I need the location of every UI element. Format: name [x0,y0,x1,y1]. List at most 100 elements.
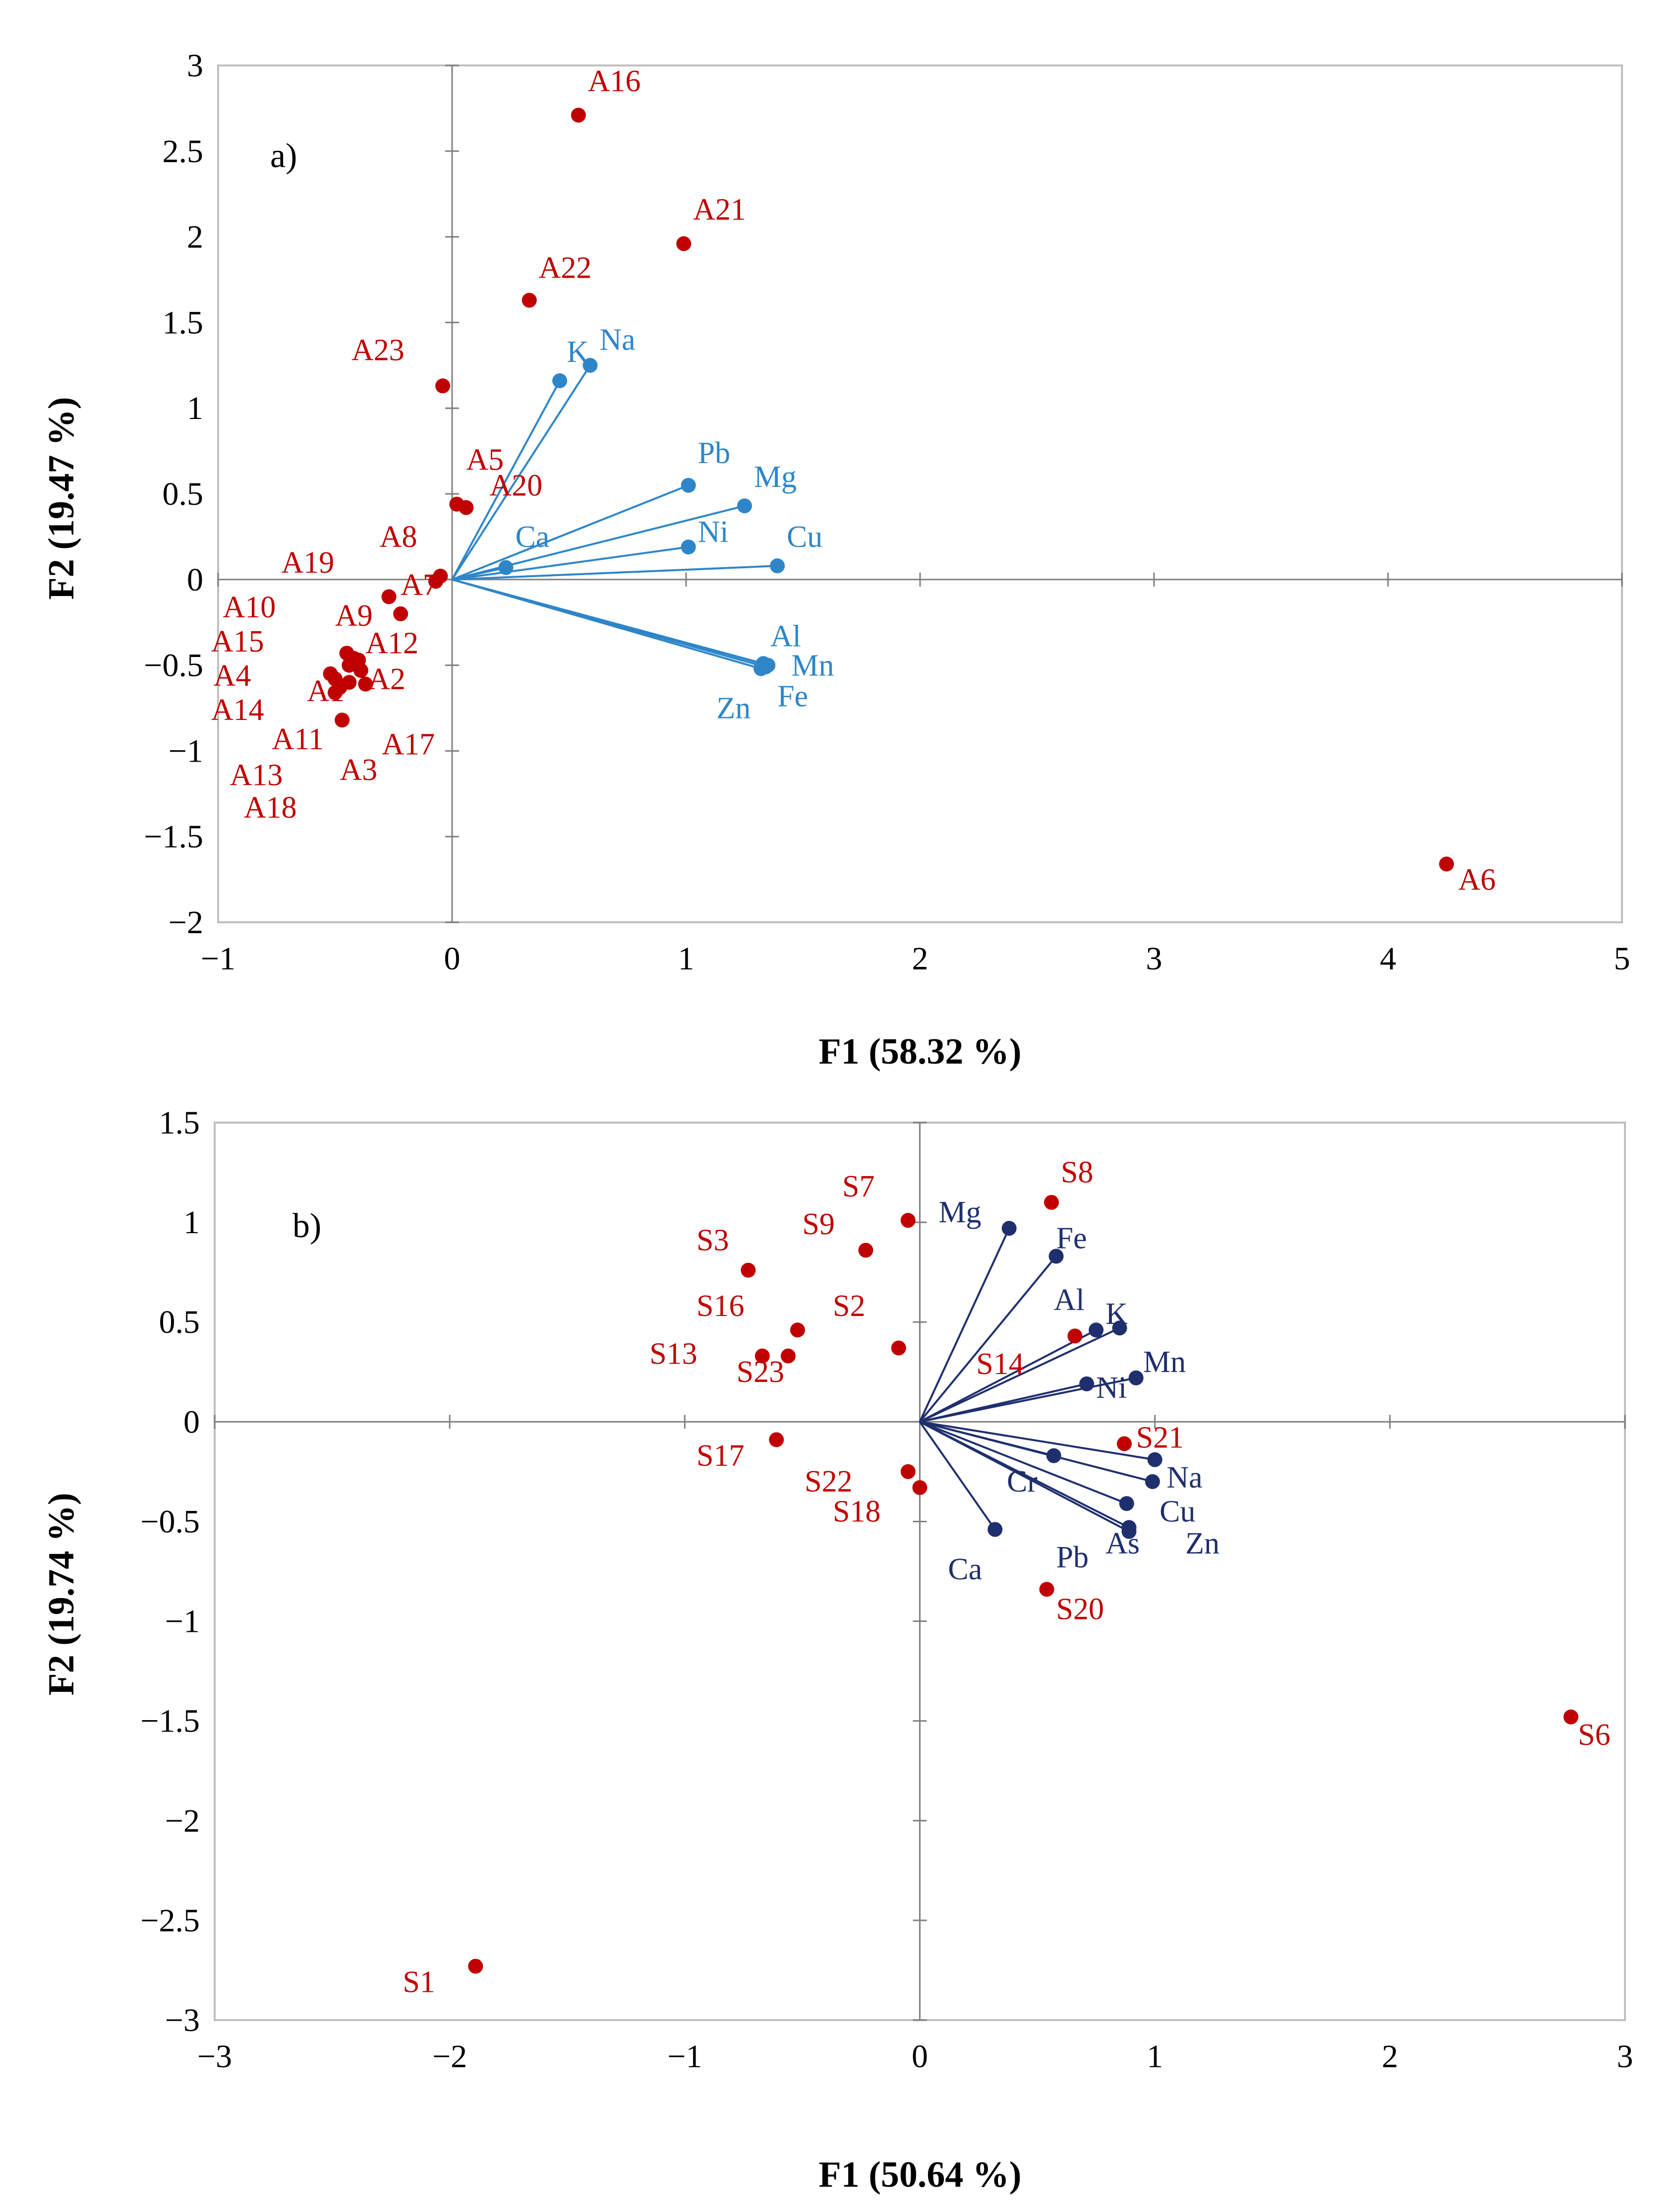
panel-b-variable-label-zn: Zn [1185,1527,1219,1560]
panel-a-point-a11 [346,651,361,666]
panel-b-point-s22 [900,1464,916,1479]
panel-a-plot-frame [217,64,1623,923]
panel-b-point-s23 [780,1348,796,1364]
panel-b-x-tick-label: −2 [432,2038,467,2075]
panel-a-point-label-a16: A16 [588,64,641,98]
panel-b-x-tick-label: 3 [1617,2038,1633,2075]
panel-a-point-label-a7: A7 [401,568,438,602]
panel-b-point-label-s18: S18 [833,1494,880,1528]
panel-b-variable-label-na: Na [1166,1461,1202,1494]
panel-b-vector-tip-ni [1079,1376,1095,1391]
panel-a-variable-label-ni: Ni [698,515,729,549]
panel-a-y-tick-label: −2 [169,904,203,941]
panel-a-point-label-a15: A15 [211,625,264,658]
panel-a-y-tick-label: 1.5 [163,304,204,341]
panel-a-vector-tip-k [552,373,568,388]
panel-a-x-tick-label: 1 [678,941,695,977]
panel-a-variable-label-zn: Zn [716,692,751,725]
panel-b-vector-cu [919,1421,1127,1505]
panel-b-variable-label-mn: Mn [1143,1345,1186,1379]
panel-b-vector-ni [920,1382,1087,1423]
panel-b-vector-zn [920,1421,1153,1483]
panel-a-point-a16 [571,108,586,123]
panel-a-variable-label-na: Na [599,323,635,357]
panel-a-x-tick-label: 0 [444,941,461,977]
panel-a-vector-tip-mg [737,498,752,514]
panel-b-y-tick-label: −0.5 [140,1503,200,1540]
panel-b-vector-tip-ca [987,1522,1003,1537]
panel-b-point-s7 [900,1213,916,1228]
panel-b-vector-tip-pb [1121,1520,1137,1535]
panel-a-label: a) [270,137,297,175]
panel-b-vector-na [920,1421,1155,1461]
panel-a-y-tick-label: 0 [187,562,203,598]
panel-a-y-axis-title: F2 (19.47 %) [41,397,82,600]
panel-b-point-label-s23: S23 [737,1355,784,1389]
panel-a-point-label-a6: A6 [1458,863,1496,896]
panel-a-point-label-a12: A12 [365,626,418,660]
panel-b-x-tick-label: −3 [197,2038,232,2075]
panel-b-x-tick-label: 1 [1147,2038,1163,2075]
panel-a-point-label-a9: A9 [335,599,373,633]
panel-b-point-label-s6: S6 [1578,1718,1610,1752]
panel-b-point-s1 [468,1959,483,1974]
panel-a-x-tick-label: 2 [912,941,928,977]
panel-b-vector-tip-zn [1145,1474,1160,1489]
panel-a-point-a20 [459,500,474,515]
panel-b-point-label-s21: S21 [1136,1421,1184,1455]
panel-b-point-label-s2: S2 [833,1289,865,1323]
panel-a-y-tick-label: 0.5 [163,476,204,512]
panel-a-variable-label-fe: Fe [777,680,808,714]
panel-b-variable-label-cu: Cu [1159,1494,1195,1528]
panel-b-vector-ca [919,1421,996,1530]
panel-a-point-label-a11: A11 [272,722,324,756]
panel-b-variable-label-ca: Ca [948,1553,982,1586]
panel-a-point-a2 [358,676,373,692]
panel-a-point-a23 [435,378,451,394]
panel-a-vector-na [451,364,591,580]
panel-a-y-tick-label: 3 [187,48,203,84]
panel-a-vector-tip-fe [758,659,773,675]
panel-a-vector-tip-pb [681,478,696,493]
panel-a-point-label-a20: A20 [490,469,543,502]
panel-b-point-label-s13: S13 [649,1337,697,1371]
panel-a-y-tick-label: 2.5 [163,133,204,170]
panel-a-point-a17 [353,662,368,678]
panel-b-vector-fe [919,1255,1057,1423]
panel-a-point-a18 [328,685,343,700]
panel-b-x-tick-label: 0 [912,2038,928,2075]
panel-a-vector-k [451,380,561,580]
panel-a-point-a7 [381,589,397,604]
panel-a-point-label-a22: A22 [539,251,592,285]
panel-b-vector-k [919,1327,1120,1423]
panel-b-y-tick-label: 0 [183,1404,200,1440]
panel-b-point-label-s1: S1 [403,1966,435,1999]
panel-a-point-label-a14: A14 [211,693,264,727]
panel-b-vector-mg [919,1228,1010,1423]
panel-a-x-tick-label: 5 [1614,941,1630,977]
panel-a-point-label-a13: A13 [230,759,283,792]
panel-a-y-tick-label: −0.5 [144,648,203,684]
panel-a-vector-tip-ni [681,539,696,555]
panel-a-ticks: −1 0 1 2 3 4 5 −2 −1.5 −1 −0.5 0 0.5 1 1.5 2 2.5 3 [144,48,1630,977]
panel-b-variable-label-fe: Fe [1056,1221,1087,1255]
panel-a-point-label-a19: A19 [281,546,334,580]
panel-b-point-label-s20: S20 [1056,1593,1104,1626]
panel-b-variable-label-ni: Ni [1096,1371,1127,1405]
panel-b-y-axis-title: F2 (19.74 %) [41,1493,82,1696]
panel-b-variable-label-pb: Pb [1056,1541,1089,1574]
panel-a-vector-pb [452,484,689,581]
panel-a-point-a6 [1439,856,1454,872]
panel-b-y-tick-label: −1.5 [140,1703,200,1739]
panel-b-variable-label-k: K [1105,1297,1128,1331]
panel-a-point-a9 [393,606,408,621]
panel-a-point-label-a4: A4 [214,659,251,693]
panel-b-x-axis-title: F1 (50.64 %) [819,2154,1022,2195]
panel-b-y-tick-label: 0.5 [159,1304,200,1340]
panel-b-point-s13 [754,1348,770,1364]
panel-b-point-label-s17: S17 [696,1439,744,1473]
panel-a-point-label-a3: A3 [340,753,377,787]
